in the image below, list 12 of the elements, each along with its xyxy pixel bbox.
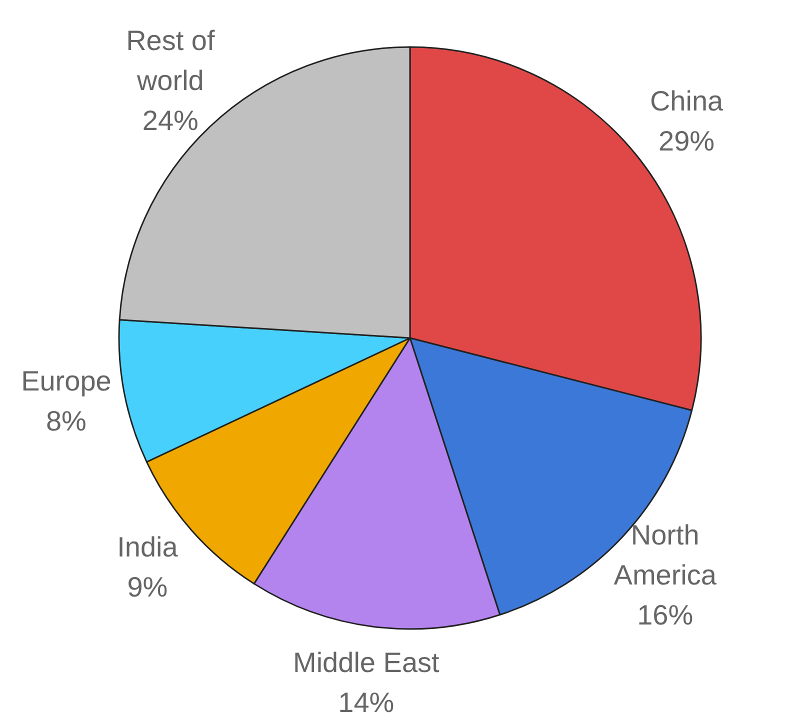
data-label: 9% [127,572,168,603]
slice-label: North America [614,520,717,591]
data-label: 29% [658,126,715,157]
slice-label: Middle East [292,648,440,679]
data-label: 8% [46,406,86,437]
slice-label: China [650,86,724,117]
data-label: 14% [338,688,394,719]
data-label: 16% [637,600,694,631]
slice-label: Europe [21,366,112,397]
slice-label: India [117,532,178,563]
data-label: 24% [142,105,198,136]
slice-label: Rest of world [126,25,215,96]
